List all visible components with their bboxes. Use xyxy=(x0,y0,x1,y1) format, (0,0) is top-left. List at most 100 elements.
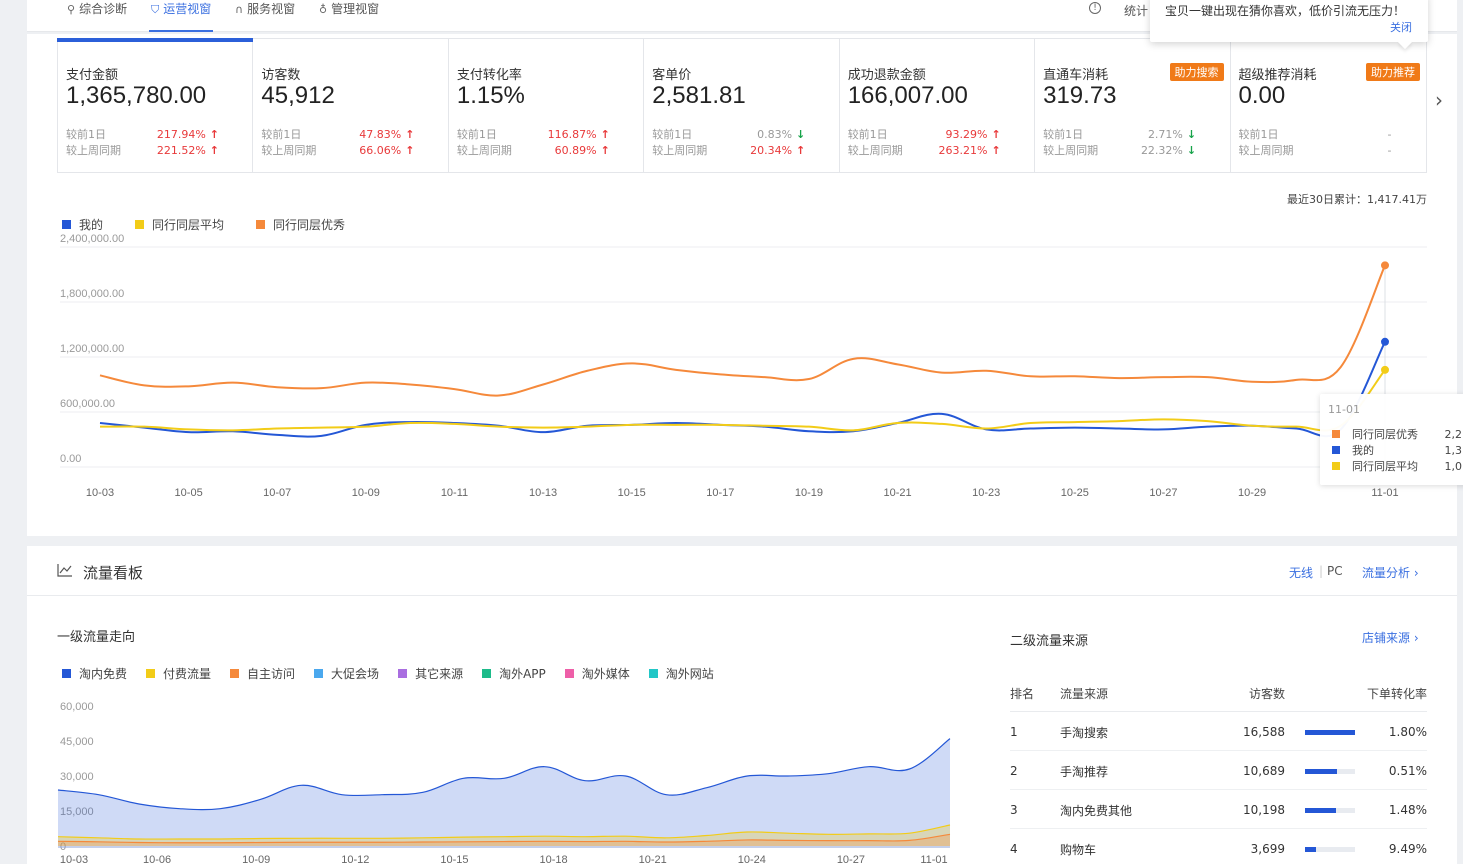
metric-label: 超级推荐消耗 xyxy=(1238,68,1317,83)
tab-operations[interactable]: ⛉ 运营视窗 xyxy=(148,0,214,32)
x-tick-label: 10-24 xyxy=(738,854,766,864)
operations-panel: 支付金额 1,365,780.00 较前1日 217.94% ↑ 较上周同期 221.52%… xyxy=(27,34,1463,536)
legend-swatch xyxy=(482,669,492,678)
series-point[interactable] xyxy=(1381,337,1389,346)
cell-source: 手淘推荐 xyxy=(1060,764,1109,779)
compare-label: 较上周同期 xyxy=(847,144,903,157)
compare-value-text: 263.21% xyxy=(938,143,988,157)
popover-close-link[interactable]: 关闭 xyxy=(1390,21,1412,34)
metric-card[interactable]: 客单价 2,581.81 较前1日 0.83% ↓ 较上周同期 20.34% ↑ xyxy=(644,39,840,172)
bulb-icon: ♁ xyxy=(319,3,328,16)
toggle-divider: | xyxy=(1319,564,1324,578)
cell-cvr: 1.48% xyxy=(1388,803,1427,817)
stat-link[interactable]: 统计 xyxy=(1124,4,1149,18)
legend-item[interactable]: 淘外网站 xyxy=(648,665,714,682)
legend-item[interactable]: 淘外媒体 xyxy=(564,665,630,682)
legend-label: 自主访问 xyxy=(247,667,296,681)
table-row[interactable]: 1 手淘搜索 16,588 1.80% xyxy=(1010,712,1427,751)
metric-card[interactable]: 直通车消耗 319.73 助力搜索 较前1日 2.71% ↓ 较上周同期 22.32% ↓ xyxy=(1035,39,1231,172)
legend-item[interactable]: 大促会场 xyxy=(314,665,379,682)
metric-label: 客单价 xyxy=(652,68,692,83)
legend-item-mine[interactable]: 我的 xyxy=(62,216,103,233)
table-row[interactable]: 2 手淘推荐 10,689 0.51% xyxy=(1010,751,1427,790)
x-tick-label: 10-19 xyxy=(795,487,823,499)
table-row[interactable]: 3 淘内免费其他 10,198 1.48% xyxy=(1010,790,1427,829)
info-icon[interactable]: ! xyxy=(1089,2,1101,14)
legend-swatch xyxy=(62,669,71,678)
cell-visitors: 16,588 xyxy=(1243,725,1285,739)
metric-badge[interactable]: 助力搜索 xyxy=(1169,63,1224,81)
tab-service[interactable]: ∩ 服务视窗 xyxy=(235,0,295,32)
chevron-right-icon[interactable]: › xyxy=(1435,88,1443,112)
legend-swatch xyxy=(256,220,266,229)
x-tick-label: 11-01 xyxy=(920,854,947,864)
compare-day-row: 较前1日 47.83% ↑ xyxy=(261,126,414,142)
legend-item-avg[interactable]: 同行同层平均 xyxy=(135,216,224,233)
compare-value-text: 22.32% xyxy=(1140,143,1183,157)
tooltip-name: 同行同层平均 xyxy=(1351,460,1418,473)
x-tick-label: 10-27 xyxy=(837,854,865,864)
metric-card[interactable]: 访客数 45,912 较前1日 47.83% ↑ 较上周同期 66.06% ↑ xyxy=(253,39,449,172)
legend-swatch xyxy=(230,669,240,678)
legend-item[interactable]: 淘外APP xyxy=(482,665,546,682)
compare-label: 较上周同期 xyxy=(66,144,121,157)
series-line xyxy=(57,738,951,811)
metric-label: 直通车消耗 xyxy=(1043,68,1109,83)
pc-toggle[interactable]: PC xyxy=(1327,564,1343,578)
legend-item-best[interactable]: 同行同层优秀 xyxy=(256,216,345,233)
tab-management[interactable]: ♁ 管理视窗 xyxy=(319,0,379,32)
traffic-source-table: 排名 流量来源 访客数 下单转化率 1 手淘搜索 16,588 1.80% 2 手淘推荐 1… xyxy=(1010,676,1427,864)
traffic-analysis-link[interactable]: 流量分析 › xyxy=(1362,566,1419,580)
legend-item[interactable]: 淘内免费 xyxy=(62,665,127,682)
compare-value-text: 47.83% xyxy=(359,127,402,141)
x-tick-label: 10-03 xyxy=(86,487,114,499)
y-tick-label: 2,400,000.00 xyxy=(60,234,124,245)
legend-item[interactable]: 自主访问 xyxy=(230,665,295,682)
metric-card[interactable]: 支付金额 1,365,780.00 较前1日 217.94% ↑ 较上周同期 221.52%… xyxy=(56,38,254,172)
metric-card[interactable]: 支付转化率 1.15% 较前1日 116.87% ↑ 较上周同期 60.89% ↑ xyxy=(449,39,645,172)
legend-swatch xyxy=(62,220,71,229)
series-point[interactable] xyxy=(1381,365,1389,374)
arrow-up-icon: ↑ xyxy=(209,143,219,157)
header-cvr[interactable]: 下单转化率 xyxy=(1366,687,1427,701)
traffic-legend: 淘内免费 付费流量 自主访问 大促会场 其它来源 淘外APP 淘外媒体 淘外网站 xyxy=(62,665,733,682)
cell-visitors: 10,689 xyxy=(1243,764,1285,778)
wireless-toggle[interactable]: 无线 xyxy=(1289,566,1314,580)
metric-card[interactable]: 成功退款金额 166,007.00 较前1日 93.29% ↑ 较上周同期 263.21% ↑ xyxy=(840,39,1036,172)
tooltip-value: 1,3 xyxy=(1444,443,1463,457)
compare-value: 66.06% ↑ xyxy=(359,142,414,158)
shop-source-link[interactable]: 店铺来源 › xyxy=(1362,631,1419,645)
x-tick-label: 10-05 xyxy=(175,487,203,499)
legend-item[interactable]: 其它来源 xyxy=(398,665,463,682)
x-tick-label: 11-01 xyxy=(1371,487,1398,499)
legend-label: 我的 xyxy=(79,218,104,232)
metric-card[interactable]: 超级推荐消耗 0.00 助力推荐 较前1日 - 较上周同期 - xyxy=(1231,39,1426,172)
compare-value: 47.83% ↑ xyxy=(359,126,414,142)
trend-line-chart[interactable]: 0.00 600,000.00 1,200,000.00 1,800,000.00 2,… xyxy=(27,234,1457,509)
series-point[interactable] xyxy=(1381,261,1389,270)
x-tick-label: 10-09 xyxy=(242,854,270,864)
x-tick-label: 10-12 xyxy=(341,854,369,864)
metric-value: 45,912 xyxy=(261,82,335,109)
y-tick-label: 1,800,000.00 xyxy=(60,288,124,300)
tooltip-row: 我的 1,3 xyxy=(1332,442,1462,458)
header-visitors[interactable]: 访客数 xyxy=(1248,687,1285,701)
arrow-up-icon: ↑ xyxy=(600,143,610,157)
share-bar xyxy=(1305,807,1355,813)
metric-value: 319.73 xyxy=(1043,82,1117,109)
compare-value: 217.94% ↑ xyxy=(157,126,219,142)
compare-value-text: 93.29% xyxy=(945,127,988,141)
legend-item[interactable]: 付费流量 xyxy=(146,665,211,682)
compare-value-text: 60.89% xyxy=(554,143,597,157)
legend-swatch xyxy=(398,669,408,678)
table-row[interactable]: 4 购物车 3,699 9.49% xyxy=(1010,829,1427,864)
compare-value-text: 66.06% xyxy=(359,143,402,157)
chart-legend: 我的 同行同层平均 同行同层优秀 xyxy=(62,216,377,233)
line-chart-icon xyxy=(57,564,72,577)
metric-value: 0.00 xyxy=(1238,82,1286,109)
compare-value: 22.32% ↓ xyxy=(1141,142,1196,158)
traffic-area-chart[interactable]: 015,00030,00045,00060,00010-0310-0610-09… xyxy=(27,686,987,864)
compare-week-row: 较上周同期 263.21% ↑ xyxy=(848,142,1001,158)
metric-badge[interactable]: 助力推荐 xyxy=(1365,63,1420,81)
tab-diagnosis[interactable]: ⚲ 综合诊断 xyxy=(67,0,127,32)
